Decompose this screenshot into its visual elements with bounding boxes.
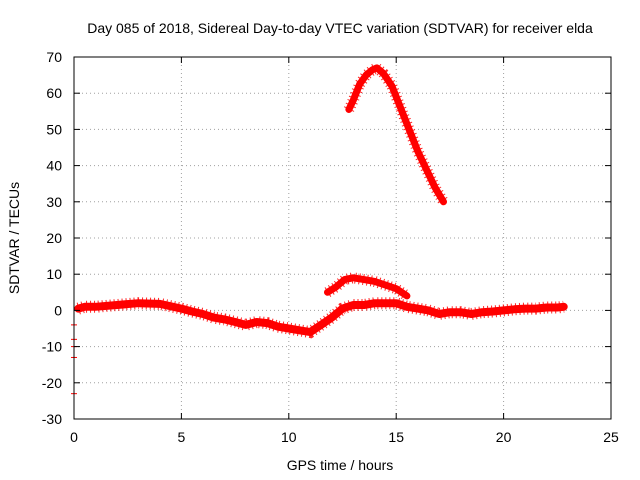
y-tick-label: 20 [46, 230, 62, 246]
y-tick-label: 70 [46, 49, 62, 65]
y-tick-label: 40 [46, 158, 62, 174]
y-tick-label: 10 [46, 266, 62, 282]
y-tick-label: 50 [46, 121, 62, 137]
chart-title: Day 085 of 2018, Sidereal Day-to-day VTE… [87, 20, 593, 36]
x-tick-label: 0 [70, 429, 78, 445]
x-tick-label: 20 [496, 429, 512, 445]
y-tick-label: 30 [46, 194, 62, 210]
series-mid-arc-scatter [324, 272, 410, 301]
x-tick-label: 5 [178, 429, 186, 445]
series-main-band [74, 299, 568, 337]
x-tick-label: 10 [281, 429, 297, 445]
y-tick-label: 0 [54, 302, 62, 318]
y-tick-label: -30 [42, 411, 62, 427]
grid [74, 57, 611, 419]
series-high-arc [345, 64, 447, 206]
x-tick-label: 15 [388, 429, 404, 445]
y-tick-label: 60 [46, 85, 62, 101]
y-tick-label: -10 [42, 339, 62, 355]
series-main-band-scatter [76, 297, 565, 339]
y-tick-label: -20 [42, 375, 62, 391]
y-axis-label: SDTVAR / TECUs [6, 182, 22, 294]
axis-ticks: 0 5 10 15 20 25 -30 -20 -10 0 10 20 30 40 50 60 70 [42, 49, 619, 445]
x-tick-label: 25 [603, 429, 619, 445]
data-marks [71, 61, 568, 395]
series-mid-arc [324, 274, 411, 300]
x-axis-label: GPS time / hours [287, 457, 394, 473]
